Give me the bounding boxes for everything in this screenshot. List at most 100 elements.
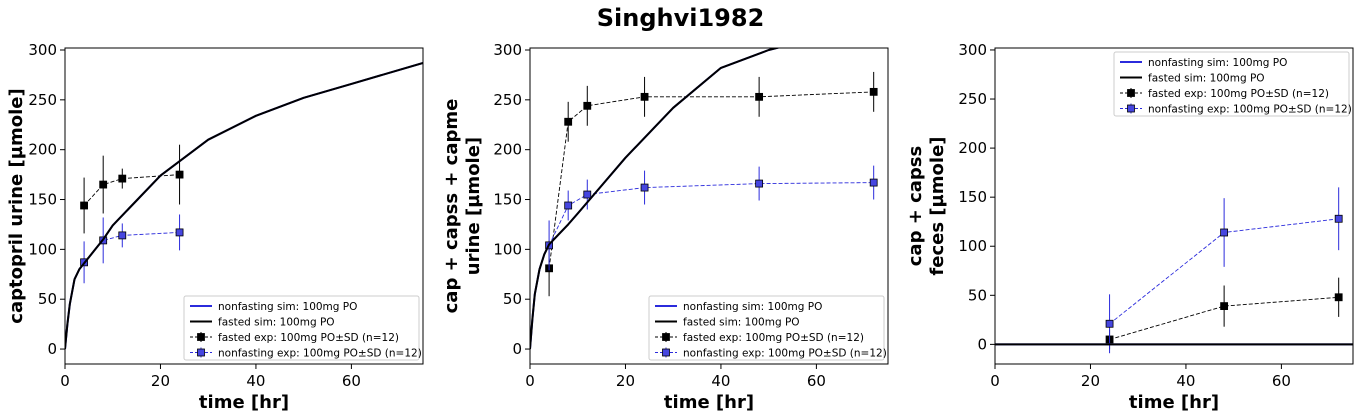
data-point	[175, 228, 184, 237]
axes-frame	[529, 47, 889, 365]
y-tick-label: 250	[28, 91, 57, 109]
y-axis-label: urine [µmole]	[463, 137, 484, 275]
data-point	[869, 87, 878, 96]
y-tick-label: 50	[503, 290, 522, 308]
exp-line	[548, 91, 874, 269]
exp-line	[548, 182, 874, 246]
axes-frame	[64, 47, 424, 365]
data-point	[640, 183, 649, 192]
y-tick-label: 100	[958, 237, 987, 255]
x-tick-label: 60	[342, 372, 361, 390]
data-point	[175, 170, 184, 179]
y-tick-label: 200	[28, 141, 57, 159]
x-tick-label: 20	[1081, 372, 1100, 390]
legend-entry: nonfasting sim: 100mg PO	[1148, 57, 1287, 69]
legend-box	[648, 295, 885, 361]
data-point	[118, 231, 127, 240]
y-tick-label: 0	[512, 340, 522, 358]
data-point	[1334, 293, 1343, 302]
legend-entry: fasted sim: 100mg PO	[218, 317, 335, 329]
sim-line	[530, 48, 781, 350]
chart-panel-2: 0 20 40 60 0 50 100 150 200 250 300 time [hr] cap + …	[441, 41, 889, 413]
y-tick-label: 250	[493, 91, 522, 109]
legend-entry: nonfasting exp: 100mg PO±SD (n=12)	[218, 348, 422, 360]
x-axis-label: time [hr]	[199, 392, 289, 413]
legend-marker	[197, 348, 205, 357]
y-tick-label: 100	[28, 240, 57, 258]
x-tick-label: 0	[990, 372, 1000, 390]
legend-box	[1113, 51, 1350, 117]
data-layer	[995, 187, 1353, 354]
x-axis-label: time [hr]	[1129, 392, 1219, 413]
data-point	[755, 179, 764, 188]
data-point	[583, 190, 592, 199]
x-tick-label: 40	[1176, 372, 1195, 390]
y-tick-label: 150	[958, 188, 987, 206]
data-point	[869, 178, 878, 187]
x-axis-label: time [hr]	[664, 392, 754, 413]
y-tick-label: 50	[38, 290, 57, 308]
data-layer	[530, 48, 878, 350]
exp-line	[83, 174, 180, 206]
legend-entry: fasted sim: 100mg PO	[1148, 73, 1265, 85]
legend-entry: nonfasting exp: 100mg PO±SD (n=12)	[683, 348, 887, 360]
chart-panel-3: 0 20 40 60 0 50 100 150 200 250 300 time [hr] cap + …	[905, 41, 1354, 413]
x-tick-label: 60	[1272, 372, 1291, 390]
y-axis-label: feces [µmole]	[927, 136, 948, 275]
y-tick-label: 300	[493, 41, 522, 59]
y-tick-label: 200	[958, 139, 987, 157]
data-layer	[65, 62, 423, 350]
y-axis-label: cap + capss	[905, 146, 926, 266]
data-point	[1334, 214, 1343, 223]
y-tick-label: 0	[977, 335, 987, 353]
chart-panel-1: 0 20 40 60 0 50 100 150 200 250 300 time [hr] captop…	[6, 41, 424, 413]
data-point	[640, 92, 649, 101]
legend: nonfasting sim: 100mg PO fasted sim: 100m…	[183, 295, 422, 361]
legend-marker	[1127, 89, 1135, 97]
legend-entry: fasted exp: 100mg PO±SD (n=12)	[1148, 88, 1329, 100]
y-tick-label: 300	[28, 41, 57, 59]
y-axis-label: cap + capss + capme	[441, 99, 462, 314]
legend-entry: nonfasting sim: 100mg PO	[683, 301, 822, 313]
x-tick-label: 40	[246, 372, 265, 390]
y-tick-label: 300	[958, 41, 987, 59]
data-point	[99, 180, 108, 189]
y-tick-label: 250	[958, 90, 987, 108]
y-tick-label: 200	[493, 141, 522, 159]
data-point	[1220, 302, 1229, 310]
x-tick-label: 20	[616, 372, 635, 390]
legend-entry: fasted exp: 100mg PO±SD (n=12)	[218, 332, 399, 344]
y-axis-label: captopril urine [µmole]	[6, 88, 27, 323]
data-point	[1220, 228, 1229, 237]
legend-entry: nonfasting exp: 100mg PO±SD (n=12)	[1148, 104, 1352, 116]
x-tick-label: 40	[711, 372, 730, 390]
exp-line	[1109, 296, 1339, 340]
legend-marker	[1127, 104, 1135, 113]
x-tick-label: 20	[151, 372, 170, 390]
legend-marker	[197, 333, 205, 341]
legend-marker	[662, 348, 670, 357]
legend: nonfasting sim: 100mg PO fasted sim: 100m…	[648, 295, 887, 361]
data-point	[583, 101, 592, 110]
data-point	[1105, 319, 1114, 328]
x-tick-label: 60	[807, 372, 826, 390]
data-point	[80, 201, 88, 210]
data-point	[118, 174, 127, 183]
y-tick-label: 0	[47, 340, 57, 358]
axes-frame	[994, 47, 1354, 365]
legend: nonfasting sim: 100mg PO fasted sim: 100m…	[1113, 51, 1352, 117]
data-point	[564, 201, 573, 210]
legend-entry: fasted exp: 100mg PO±SD (n=12)	[683, 332, 864, 344]
data-point	[564, 117, 573, 126]
legend-entry: fasted sim: 100mg PO	[683, 317, 800, 329]
data-point	[755, 92, 764, 101]
y-tick-label: 100	[493, 240, 522, 258]
y-tick-label: 50	[968, 286, 987, 304]
x-tick-label: 0	[60, 372, 70, 390]
legend-entry: nonfasting sim: 100mg PO	[218, 301, 357, 313]
sim-line	[65, 62, 423, 350]
legend-box	[183, 295, 420, 361]
legend-marker	[662, 333, 670, 341]
